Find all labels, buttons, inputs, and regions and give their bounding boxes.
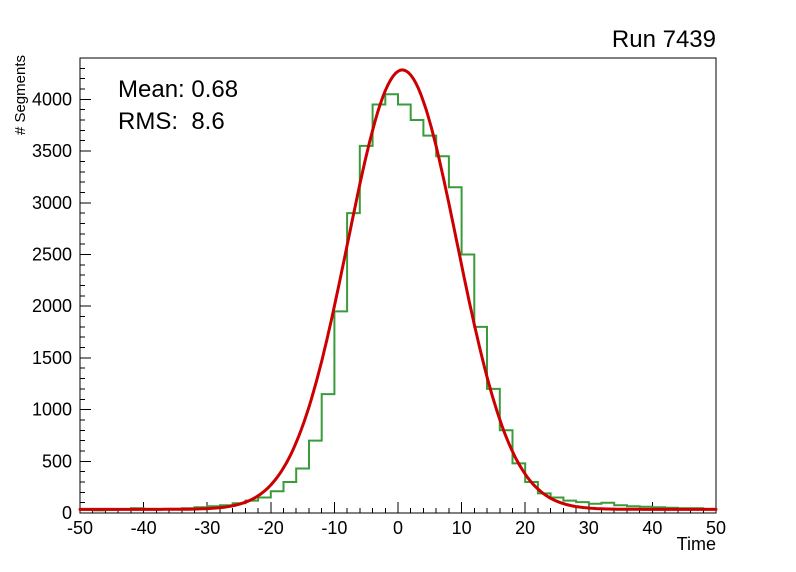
y-tick-label: 500 bbox=[42, 451, 72, 471]
histogram-series bbox=[80, 93, 716, 512]
x-tick-label: -40 bbox=[131, 518, 157, 538]
x-tick-label: -20 bbox=[258, 518, 284, 538]
stat-rms-text: RMS: 8.6 bbox=[118, 108, 225, 135]
chart-title: Run 7439 bbox=[611, 26, 716, 53]
y-tick-label: 3500 bbox=[32, 141, 72, 161]
x-tick-label: 20 bbox=[515, 518, 535, 538]
y-tick-label: 0 bbox=[62, 503, 72, 523]
gaussian-fit-curve bbox=[78, 68, 718, 511]
x-tick-label: 40 bbox=[642, 518, 662, 538]
y-tick-label: 1500 bbox=[32, 348, 72, 368]
y-axis-title: # Segments bbox=[12, 55, 29, 136]
y-tick-label: 2500 bbox=[32, 245, 72, 265]
x-tick-label: -50 bbox=[67, 518, 93, 538]
x-tick-label: 10 bbox=[452, 518, 472, 538]
y-tick-label: 3000 bbox=[32, 193, 72, 213]
stat-mean-text: Mean: 0.68 bbox=[118, 76, 239, 103]
y-tick-label: 2000 bbox=[32, 296, 72, 316]
x-tick-label: 50 bbox=[706, 518, 726, 538]
y-tick-label: 1000 bbox=[32, 400, 72, 420]
x-axis-title: Time bbox=[676, 534, 716, 554]
x-tick-label: -10 bbox=[321, 518, 347, 538]
x-tick-label: 0 bbox=[393, 518, 403, 538]
x-tick-label: -30 bbox=[194, 518, 220, 538]
x-tick-label: 30 bbox=[579, 518, 599, 538]
plot-frame bbox=[79, 57, 717, 514]
y-tick-label: 4000 bbox=[32, 89, 72, 109]
